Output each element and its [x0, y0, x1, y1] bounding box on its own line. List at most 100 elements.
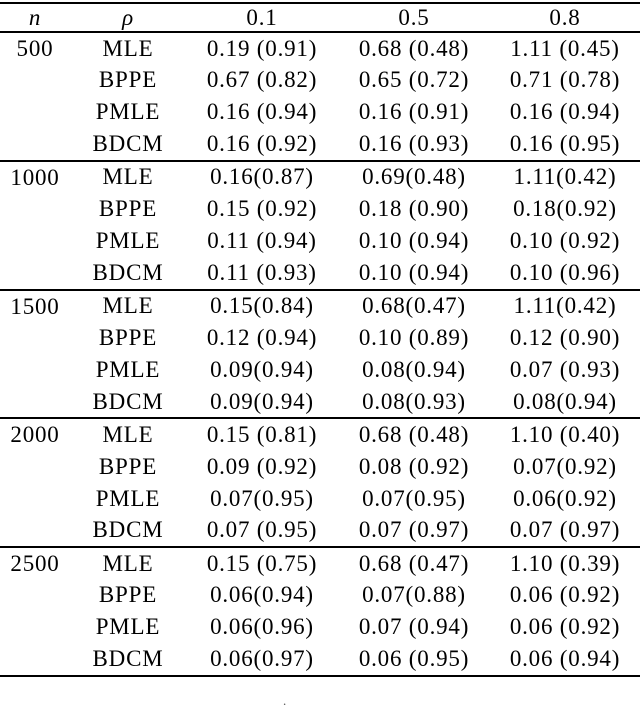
value-cell: 0.12 (0.94) — [206, 324, 318, 350]
value-cell: 0.11 (0.94) — [207, 228, 317, 254]
value-cell: 0.16 (0.95) — [509, 131, 621, 157]
value-cell: 0.18(0.92) — [513, 196, 617, 222]
col-header-rho-value-1: 0.1 — [246, 4, 278, 30]
table-row: BPPE 0.67 (0.82) 0.65 (0.72) 0.71 (0.78) — [0, 64, 640, 96]
method-cell: BDCM — [92, 131, 164, 157]
n-cell: 2500 — [10, 551, 60, 576]
table-row: BDCM 0.16 (0.92) 0.16 (0.93) 0.16 (0.95) — [0, 129, 640, 161]
group-n-1000: 1000 MLE 0.16(0.87) 0.69(0.48) 1.11(0.42… — [0, 161, 640, 290]
value-cell: 0.06 (0.94) — [509, 646, 621, 672]
value-cell: 0.08(0.94) — [362, 356, 466, 382]
table-row: PMLE 0.09(0.94) 0.08(0.94) 0.07 (0.93) — [0, 354, 640, 386]
table-row: BDCM 0.07 (0.95) 0.07 (0.97) 0.07 (0.97) — [0, 515, 640, 547]
n-cell: 1000 — [10, 164, 60, 190]
value-cell: 0.07 (0.97) — [509, 517, 621, 543]
value-cell: 0.68(0.47) — [362, 293, 466, 319]
value-cell: 1.11(0.42) — [513, 164, 617, 190]
value-cell: 1.11(0.42) — [513, 293, 617, 319]
value-cell: 0.07 (0.93) — [509, 356, 621, 382]
value-cell: 0.15(0.84) — [210, 293, 314, 319]
method-cell: BPPE — [98, 324, 158, 350]
value-cell: 0.71 (0.78) — [509, 67, 621, 93]
method-cell: MLE — [102, 164, 154, 190]
value-cell: 0.68 (0.48) — [358, 35, 470, 61]
method-cell: MLE — [102, 35, 154, 61]
value-cell: 0.10 (0.96) — [509, 259, 621, 285]
value-cell: 0.18 (0.90) — [358, 196, 470, 222]
method-cell: BPPE — [98, 582, 158, 608]
n-cell: 2000 — [10, 422, 60, 448]
group-n-1500: 1500 MLE 0.15(0.84) 0.68(0.47) 1.11(0.42… — [0, 290, 640, 419]
value-cell: 0.07(0.92) — [513, 453, 617, 479]
table-row: BPPE 0.09 (0.92) 0.08 (0.92) 0.07(0.92) — [0, 450, 640, 482]
method-cell: PMLE — [95, 99, 161, 125]
method-cell: BPPE — [98, 196, 158, 222]
col-header-rho: ρ — [122, 4, 134, 30]
value-cell: 1.10 (0.39) — [509, 550, 621, 576]
value-cell: 0.08 (0.92) — [358, 453, 470, 479]
value-cell: 0.09(0.94) — [210, 356, 314, 382]
table-row: 500 MLE 0.19 (0.91) 0.68 (0.48) 1.11 (0.… — [0, 32, 640, 64]
table-row: PMLE 0.16 (0.94) 0.16 (0.91) 0.16 (0.94) — [0, 96, 640, 128]
value-cell: 0.07 (0.95) — [206, 517, 318, 543]
method-cell: BDCM — [92, 388, 164, 414]
table-row: 2500 MLE 0.15 (0.75) 0.68 (0.47) 1.10 (0… — [0, 547, 640, 579]
value-cell: 0.16 (0.93) — [358, 131, 470, 157]
value-cell: 0.08(0.94) — [513, 388, 617, 414]
value-cell: 0.16(0.87) — [210, 164, 314, 190]
n-cell: 1500 — [10, 293, 60, 319]
method-cell: MLE — [102, 550, 154, 576]
col-header-n: n — [28, 4, 42, 30]
value-cell: 0.16 (0.91) — [358, 99, 470, 125]
method-cell: MLE — [102, 293, 154, 319]
value-cell: 0.09 (0.92) — [206, 453, 318, 479]
group-n-2000: 2000 MLE 0.15 (0.81) 0.68 (0.48) 1.10 (0… — [0, 418, 640, 547]
value-cell: 0.16 (0.94) — [509, 99, 621, 125]
value-cell: 0.07(0.88) — [362, 582, 466, 608]
method-cell: PMLE — [95, 228, 161, 254]
value-cell: 0.12 (0.90) — [509, 324, 621, 350]
table-row: 1500 MLE 0.15(0.84) 0.68(0.47) 1.11(0.42… — [0, 290, 640, 322]
table-row: 1000 MLE 0.16(0.87) 0.69(0.48) 1.11(0.42… — [0, 161, 640, 193]
table-row: BPPE 0.12 (0.94) 0.10 (0.89) 0.12 (0.90) — [0, 322, 640, 354]
value-cell: 0.10 (0.94) — [358, 259, 470, 285]
value-cell: 0.07(0.95) — [362, 485, 466, 511]
caption-fragment: . — [283, 693, 287, 708]
header-row: n ρ 0.1 0.5 0.8 — [0, 3, 640, 32]
value-cell: 0.06(0.96) — [210, 614, 314, 640]
table-row: PMLE 0.06(0.96) 0.07 (0.94) 0.06 (0.92) — [0, 611, 640, 643]
method-cell: BDCM — [92, 259, 164, 285]
value-cell: 0.11 (0.93) — [207, 259, 317, 285]
value-cell: 0.69(0.48) — [362, 164, 466, 190]
col-header-rho-value-2: 0.5 — [398, 4, 430, 30]
value-cell: 1.10 (0.40) — [509, 421, 621, 447]
table-row: BPPE 0.06(0.94) 0.07(0.88) 0.06 (0.92) — [0, 579, 640, 611]
value-cell: 0.16 (0.92) — [206, 131, 318, 157]
group-n-500: 500 MLE 0.19 (0.91) 0.68 (0.48) 1.11 (0.… — [0, 32, 640, 161]
table-row: BPPE 0.15 (0.92) 0.18 (0.90) 0.18(0.92) — [0, 193, 640, 225]
method-cell: BDCM — [92, 646, 164, 672]
value-cell: 0.06(0.92) — [513, 485, 617, 511]
method-cell: PMLE — [95, 614, 161, 640]
value-cell: 0.19 (0.91) — [206, 35, 318, 61]
method-cell: PMLE — [95, 356, 161, 382]
value-cell: 0.67 (0.82) — [206, 67, 318, 93]
value-cell: 0.06(0.94) — [210, 582, 314, 608]
value-cell: 0.10 (0.89) — [358, 324, 470, 350]
method-cell: BPPE — [98, 453, 158, 479]
value-cell: 0.07 (0.97) — [358, 517, 470, 543]
value-cell: 1.11 (0.45) — [510, 35, 620, 61]
value-cell: 0.15 (0.92) — [206, 196, 318, 222]
table-row: BDCM 0.09(0.94) 0.08(0.93) 0.08(0.94) — [0, 386, 640, 418]
results-table: n ρ 0.1 0.5 0.8 500 MLE 0.19 (0.91) 0.68… — [0, 2, 640, 677]
method-cell: MLE — [102, 421, 154, 447]
value-cell: 0.07(0.95) — [210, 485, 314, 511]
value-cell: 0.15 (0.75) — [206, 550, 318, 576]
value-cell: 0.07 (0.94) — [358, 614, 470, 640]
value-cell: 0.65 (0.72) — [358, 67, 470, 93]
value-cell: 0.68 (0.48) — [358, 421, 470, 447]
method-cell: PMLE — [95, 485, 161, 511]
table-row: BDCM 0.06(0.97) 0.06 (0.95) 0.06 (0.94) — [0, 644, 640, 676]
n-cell: 500 — [16, 36, 54, 61]
value-cell: 0.10 (0.92) — [509, 228, 621, 254]
